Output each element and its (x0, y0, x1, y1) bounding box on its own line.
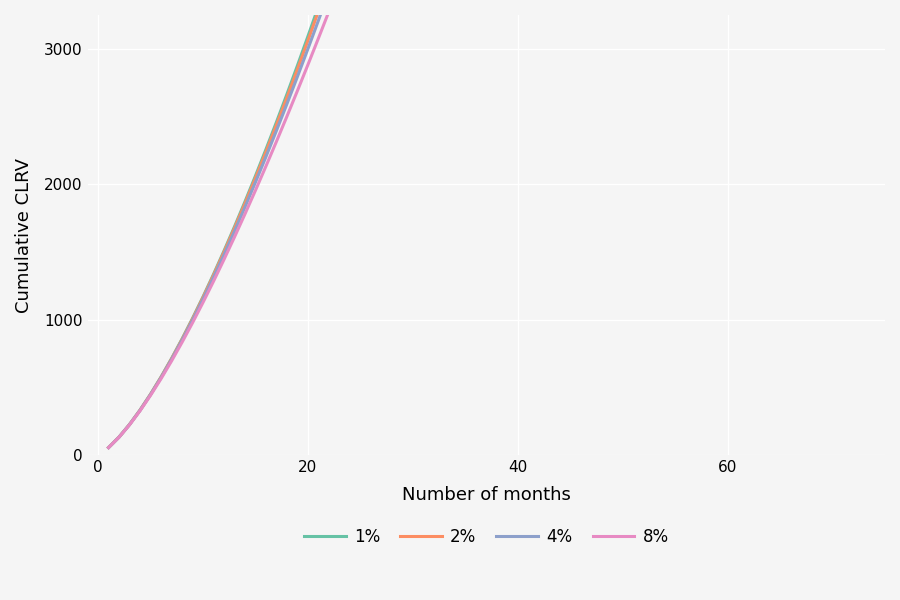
X-axis label: Number of months: Number of months (402, 486, 571, 504)
Y-axis label: Cumulative CLRV: Cumulative CLRV (15, 158, 33, 313)
8% (208, 278, 219, 285)
8% (282, 113, 292, 120)
4% (208, 274, 219, 281)
Legend: 1%, 2%, 4%, 8%: 1%, 2%, 4%, 8% (297, 521, 675, 552)
1% (208, 271, 219, 278)
Line: 8%: 8% (109, 0, 853, 448)
2% (282, 94, 292, 101)
2% (104, 444, 114, 451)
4% (104, 444, 114, 451)
4% (282, 100, 292, 107)
2% (208, 272, 219, 279)
8% (104, 444, 114, 451)
1% (104, 444, 114, 451)
1% (282, 91, 292, 98)
Line: 2%: 2% (109, 0, 853, 448)
Line: 1%: 1% (109, 0, 853, 448)
Line: 4%: 4% (109, 0, 853, 448)
